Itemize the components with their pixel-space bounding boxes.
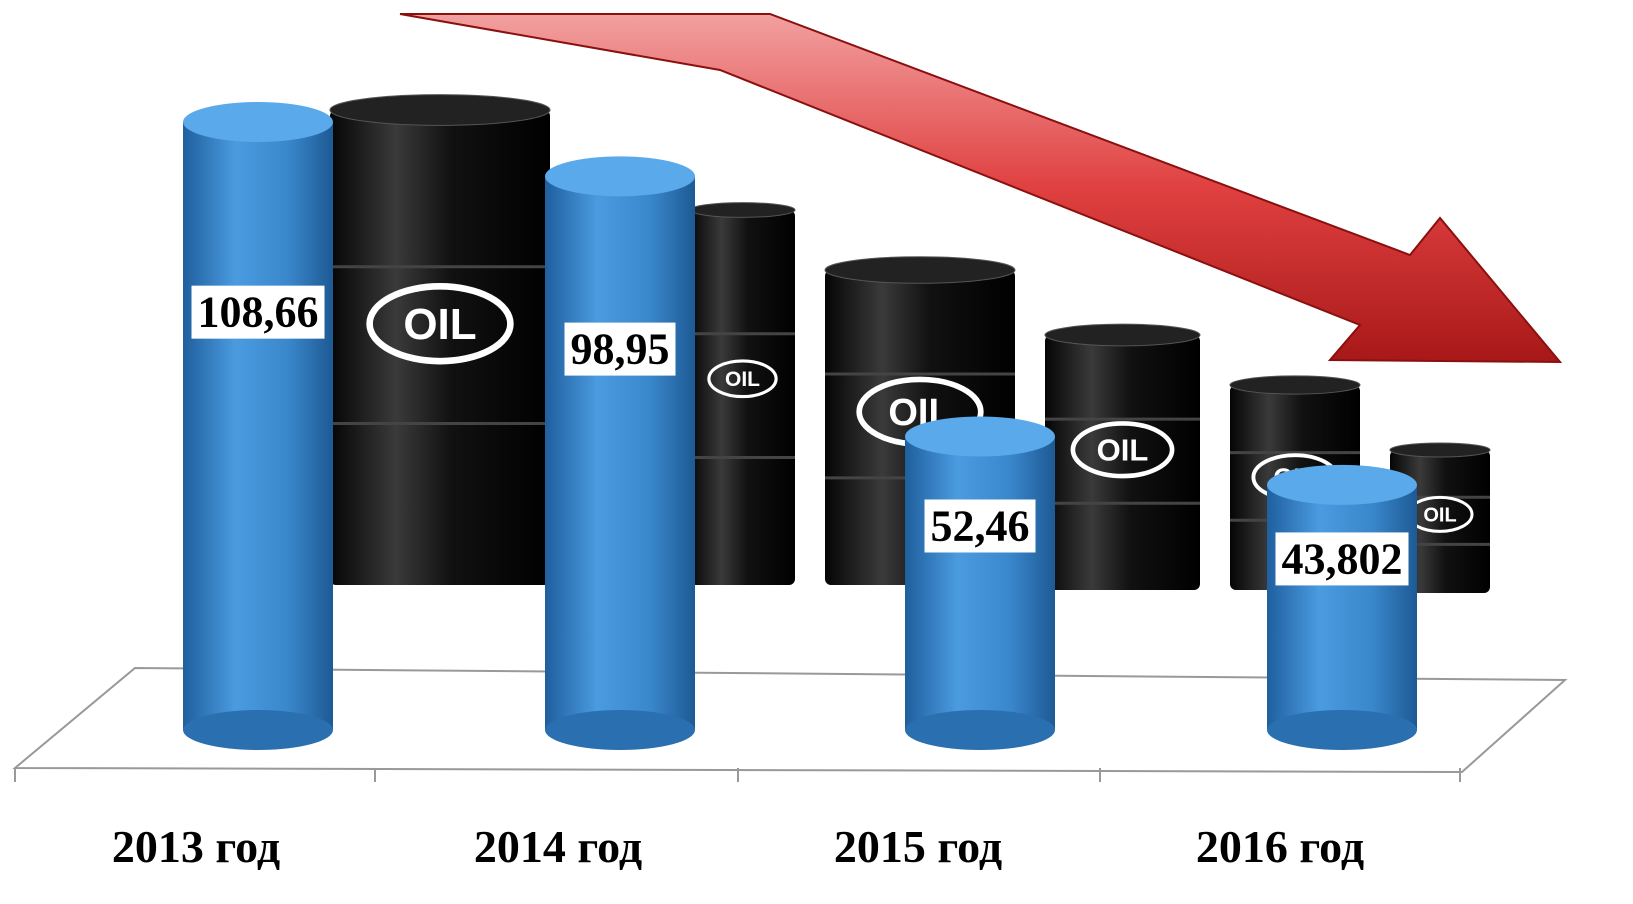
bar-top (905, 416, 1055, 457)
x-tick-label: 2016 год (1196, 821, 1364, 872)
barrel-top (329, 94, 551, 126)
value-label-box (191, 285, 325, 339)
barrel-top (1044, 323, 1201, 347)
barrel-top (824, 256, 1016, 284)
value-label: 108,66 (198, 288, 319, 337)
value-label: 43,802 (1282, 534, 1403, 583)
barrel-label: OIL (403, 300, 476, 349)
barrel-logo (366, 283, 514, 365)
bar (545, 176, 695, 731)
trend-arrow (399, 13, 1563, 364)
barrel-label: OIL (725, 368, 760, 391)
value-label: 52,46 (931, 501, 1030, 550)
barrel-top (689, 202, 796, 218)
x-tick-label: 2015 год (834, 821, 1002, 872)
value-label-box (564, 322, 676, 376)
barrel-top (1229, 375, 1361, 395)
value-label: 98,95 (571, 325, 670, 374)
bar-bottom (1267, 710, 1417, 750)
bar-top (1267, 464, 1417, 505)
bar-top (183, 102, 333, 142)
x-tick-label: 2013 год (112, 821, 280, 872)
value-label-box (1275, 532, 1409, 586)
barrel (330, 110, 550, 585)
bar-bottom (905, 710, 1055, 750)
barrel-logo (707, 359, 778, 399)
bar-top (545, 156, 695, 197)
value-label-box (924, 499, 1036, 553)
bar (905, 436, 1055, 730)
barrel-logo (1070, 421, 1175, 479)
barrel-label: OIL (1423, 504, 1456, 526)
bar-bottom (545, 710, 695, 750)
barrel-label: OIL (1097, 433, 1149, 468)
floor (12, 666, 1568, 774)
barrel-top (1389, 442, 1491, 458)
x-tick-label: 2014 год (474, 821, 642, 872)
barrel (1045, 335, 1200, 590)
bar (1267, 484, 1417, 730)
bar (183, 122, 333, 730)
bar-bottom (183, 710, 333, 750)
